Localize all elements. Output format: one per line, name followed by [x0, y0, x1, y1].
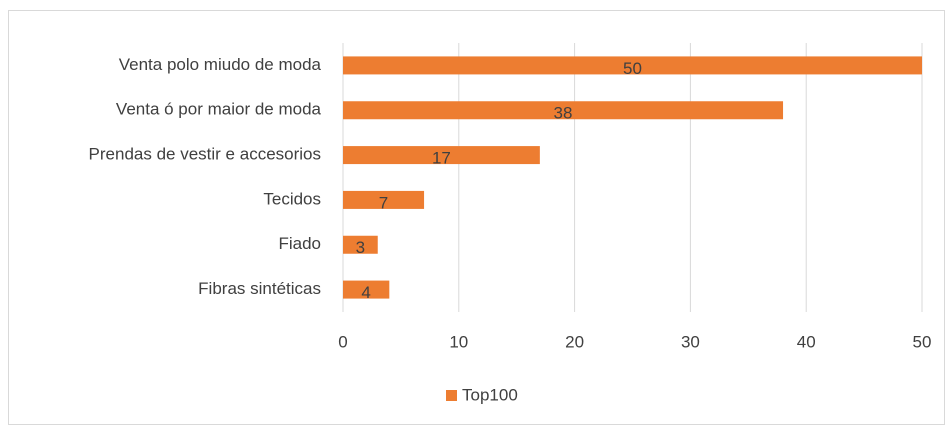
y-tick-label: Prendas de vestir e accesorios — [89, 145, 321, 164]
legend-label: Top100 — [462, 385, 518, 404]
chart-frame — [8, 10, 945, 425]
y-tick-label: Venta ó por maior de moda — [116, 100, 322, 119]
bar — [343, 280, 390, 299]
y-tick-label: Venta polo miudo de moda — [119, 55, 322, 74]
bar — [343, 101, 784, 120]
x-tick-label: 50 — [913, 332, 932, 351]
bar — [343, 146, 540, 165]
data-label: 4 — [361, 283, 370, 302]
data-label: 50 — [623, 59, 642, 78]
x-tick-label: 20 — [565, 332, 584, 351]
bar — [343, 190, 425, 209]
x-tick-label: 10 — [449, 332, 468, 351]
x-tick-label: 0 — [338, 332, 347, 351]
y-tick-label: Fiado — [278, 234, 321, 253]
data-label: 7 — [379, 193, 388, 212]
legend-swatch — [446, 390, 457, 401]
x-tick-label: 30 — [681, 332, 700, 351]
x-tick-label: 40 — [797, 332, 816, 351]
bar — [343, 56, 922, 75]
bar — [343, 235, 378, 254]
data-label: 38 — [554, 104, 573, 123]
y-tick-label: Tecidos — [263, 189, 321, 208]
data-label: 3 — [356, 238, 365, 257]
y-tick-label: Fibras sintéticas — [198, 279, 321, 298]
data-label: 17 — [432, 149, 451, 168]
